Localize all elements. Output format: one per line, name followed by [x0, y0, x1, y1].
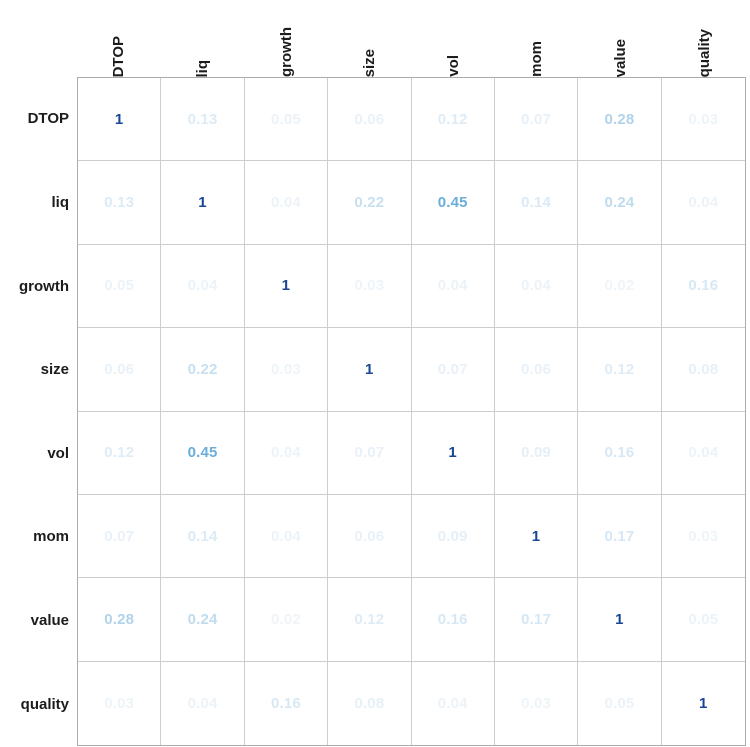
- matrix-cell-mom-mom: 1: [494, 494, 579, 579]
- matrix-cell-growth-value: 0.02: [578, 244, 662, 329]
- matrix-cell-liq-DTOP: 0.13: [78, 161, 162, 245]
- matrix-cell-growth-size: 0.03: [328, 244, 412, 329]
- matrix-cell-mom-DTOP: 0.07: [78, 494, 162, 579]
- matrix-cell-size-growth: 0.03: [244, 328, 329, 412]
- column-label-cell-mom: mom: [495, 0, 579, 77]
- matrix-cell-growth-vol: 0.04: [411, 244, 495, 329]
- matrix-cell-quality-growth: 0.16: [245, 661, 329, 745]
- column-label-cell-DTOP: DTOP: [77, 0, 161, 77]
- matrix-cell-mom-quality: 0.03: [661, 495, 745, 579]
- matrix-cell-quality-mom: 0.03: [495, 661, 579, 745]
- column-label-cell-growth: growth: [244, 0, 328, 77]
- column-header-row: DTOP liq growth size vol mom value quality: [77, 0, 746, 77]
- matrix-cell-liq-quality: 0.04: [661, 161, 745, 245]
- column-label-value: value: [612, 38, 630, 77]
- matrix-cell-DTOP-vol: 0.12: [411, 78, 495, 162]
- column-label-cell-vol: vol: [412, 0, 496, 77]
- matrix-cell-quality-size: 0.08: [328, 661, 412, 745]
- matrix-cell-liq-value: 0.24: [578, 161, 662, 245]
- matrix-cell-value-mom: 0.17: [494, 578, 579, 662]
- matrix-cell-vol-liq: 0.45: [161, 411, 245, 495]
- column-label-cell-liq: liq: [161, 0, 245, 78]
- matrix-cell-mom-value: 0.17: [578, 494, 662, 579]
- correlation-grid: 1 0.13 0.05 0.06 0.12 0.07 0.28 0.03 0.13 1 0.04 0.…: [77, 77, 746, 746]
- matrix-cell-vol-value: 0.16: [578, 411, 662, 495]
- matrix-cell-value-value: 1: [578, 578, 662, 662]
- matrix-cell-liq-vol: 0.45: [411, 161, 495, 245]
- matrix-cell-vol-growth: 0.04: [244, 411, 329, 495]
- column-label-DTOP: DTOP: [110, 35, 128, 77]
- matrix-cell-quality-liq: 0.04: [161, 661, 245, 745]
- matrix-cell-DTOP-value: 0.28: [578, 78, 662, 162]
- matrix-cell-growth-growth: 1: [244, 244, 329, 329]
- row-label-vol: vol: [47, 444, 69, 462]
- matrix-cell-DTOP-size: 0.06: [328, 78, 412, 162]
- matrix-cell-quality-DTOP: 0.03: [78, 661, 162, 745]
- matrix-cell-DTOP-liq: 0.13: [161, 78, 245, 162]
- column-label-growth: growth: [277, 27, 295, 77]
- matrix-cell-mom-growth: 0.04: [244, 494, 329, 579]
- matrix-cell-liq-growth: 0.04: [244, 161, 329, 245]
- matrix-cell-vol-mom: 0.09: [494, 411, 579, 495]
- matrix-cell-mom-vol: 0.09: [411, 494, 495, 579]
- column-label-size: size: [361, 48, 379, 77]
- matrix-cell-quality-quality: 1: [699, 694, 708, 712]
- matrix-cell-value-growth: 0.02: [244, 578, 329, 662]
- matrix-cell-liq-liq: 1: [161, 161, 245, 245]
- matrix-cell-quality-vol: 0.04: [412, 661, 495, 745]
- matrix-cell-size-DTOP: 0.06: [78, 328, 162, 412]
- matrix-cell-size-mom: 0.06: [494, 328, 579, 412]
- column-label-cell-size: size: [328, 0, 412, 77]
- column-label-cell-quality: quality: [662, 0, 746, 77]
- row-label-size: size: [40, 361, 69, 379]
- row-label-value: value: [30, 612, 69, 630]
- column-label-mom: mom: [528, 41, 546, 77]
- matrix-cell-vol-DTOP: 0.12: [78, 411, 162, 495]
- column-label-vol: vol: [444, 55, 462, 77]
- matrix-cell-vol-vol: 1: [411, 411, 495, 495]
- matrix-cell-DTOP-quality: 0.03: [661, 78, 745, 162]
- matrix-cell-growth-DTOP: 0.05: [78, 244, 162, 329]
- column-label-cell-value: value: [579, 0, 663, 77]
- column-label-liq: liq: [193, 59, 211, 78]
- matrix-cell-value-size: 0.12: [328, 578, 412, 662]
- row-label-mom: mom: [33, 528, 69, 546]
- matrix-cell-DTOP-DTOP: 1: [78, 78, 162, 162]
- matrix-cell-mom-liq: 0.14: [161, 494, 245, 579]
- matrix-cell-value-DTOP: 0.28: [78, 578, 162, 662]
- matrix-cell-value-vol: 0.16: [411, 578, 495, 662]
- matrix-cell-value-liq: 0.24: [161, 578, 245, 662]
- matrix-cell-size-vol: 0.07: [411, 328, 495, 412]
- matrix-cell-vol-quality: 0.04: [661, 412, 745, 495]
- row-label-quality: quality: [20, 695, 69, 713]
- matrix-cell-size-value: 0.12: [578, 328, 662, 412]
- row-label-growth: growth: [19, 277, 69, 295]
- matrix-cell-value-quality: 0.05: [661, 578, 745, 662]
- matrix-cell-size-liq: 0.22: [161, 328, 245, 412]
- matrix-cell-growth-liq: 0.04: [161, 244, 245, 329]
- matrix-cell-DTOP-mom: 0.07: [494, 78, 579, 162]
- row-label-DTOP: DTOP: [27, 110, 69, 128]
- row-label-column: DTOP liq growth size vol mom value quality: [0, 77, 77, 746]
- matrix-cell-mom-size: 0.06: [328, 494, 412, 579]
- matrix-cell-DTOP-growth: 0.05: [244, 78, 329, 162]
- matrix-cell-size-quality: 0.08: [661, 328, 745, 412]
- matrix-cell-liq-mom: 0.14: [494, 161, 579, 245]
- matrix-cell-size-size: 1: [328, 328, 412, 412]
- column-label-quality: quality: [695, 28, 713, 77]
- matrix-cell-liq-size: 0.22: [328, 161, 412, 245]
- matrix-cell-quality-value: 0.05: [578, 661, 662, 745]
- matrix-cell-vol-size: 0.07: [328, 411, 412, 495]
- matrix-cell-growth-quality: 0.16: [661, 245, 745, 329]
- row-label-liq: liq: [51, 193, 70, 211]
- matrix-cell-growth-mom: 0.04: [494, 244, 579, 329]
